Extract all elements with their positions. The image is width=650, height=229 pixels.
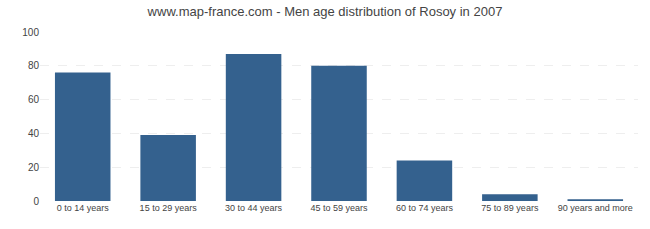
svg-text:100: 100	[22, 27, 39, 38]
svg-text:75 to 89 years: 75 to 89 years	[481, 203, 539, 213]
svg-text:60 to 74 years: 60 to 74 years	[396, 203, 454, 213]
svg-text:30 to 44 years: 30 to 44 years	[225, 203, 283, 213]
svg-text:60: 60	[28, 94, 40, 105]
svg-text:90 years and more: 90 years and more	[558, 203, 633, 213]
svg-text:80: 80	[28, 60, 40, 71]
svg-text:45 to 59 years: 45 to 59 years	[310, 203, 368, 213]
svg-text:40: 40	[28, 128, 40, 139]
svg-text:15 to 29 years: 15 to 29 years	[140, 203, 198, 213]
svg-text:0: 0	[33, 196, 39, 207]
svg-text:0 to 14 years: 0 to 14 years	[57, 203, 110, 213]
svg-text:20: 20	[28, 162, 40, 173]
svg-text:www.map-france.com - Men age d: www.map-france.com - Men age distributio…	[147, 4, 503, 19]
